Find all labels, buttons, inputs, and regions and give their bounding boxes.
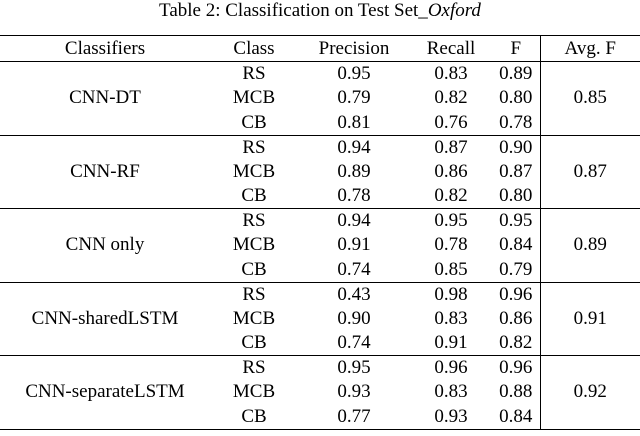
f-cell: 0.80 xyxy=(492,184,541,209)
class-cell: RS xyxy=(242,136,266,158)
f-cell: 0.80 xyxy=(492,86,541,111)
classification-results-table: Classifiers Class Precision Recall F Avg… xyxy=(0,35,640,430)
class-cell: CB xyxy=(210,110,298,136)
table-row: CNN-sharedLSTM RS 0.43 0.98 0.96 0.91 xyxy=(0,282,640,356)
table-row: CNN only RS 0.94 0.95 0.95 0.89 xyxy=(0,208,640,283)
header-class: Class xyxy=(210,35,298,62)
table-row: CB 0.81 0.76 0.78 xyxy=(0,110,640,136)
f-cell: 0.96 xyxy=(492,282,541,307)
class-cell: RS xyxy=(242,283,266,305)
class-cell: CB xyxy=(210,257,298,283)
f-cell: 0.78 xyxy=(492,110,541,136)
class-cell: CB xyxy=(210,404,298,430)
classifier-name: CNN-DT xyxy=(0,61,210,136)
recall-cell: 0.96 xyxy=(434,357,468,378)
classifier-name: CNN-RF xyxy=(0,135,210,209)
avg-f-cell: 0.87 xyxy=(540,135,640,209)
f-cell: 0.86 xyxy=(492,306,541,331)
table-row: CB 0.78 0.82 0.80 xyxy=(0,184,640,209)
table-row: CNN-RF RS 0.94 0.87 0.90 0.87 xyxy=(0,135,640,209)
precision-cell: 0.81 xyxy=(298,110,410,136)
table-row: CNN-separateLSTM RS 0.95 0.96 0.96 0.92 xyxy=(0,355,640,430)
table-row: MCB 0.89 0.86 0.87 xyxy=(0,159,640,184)
recall-cell: 0.78 xyxy=(434,234,468,256)
f-cell: 0.84 xyxy=(492,404,541,430)
table-body: CNN-DT RS 0.95 0.83 0.89 0.85 MCB 0.79 0… xyxy=(0,61,640,430)
f-cell: 0.82 xyxy=(492,331,541,356)
table-row: MCB 0.93 0.83 0.88 xyxy=(0,380,640,405)
f-cell: 0.84 xyxy=(492,233,541,258)
classifier-name: CNN-separateLSTM xyxy=(0,355,210,430)
f-cell: 0.88 xyxy=(492,380,541,405)
precision-cell: 0.89 xyxy=(337,160,371,182)
header-f: F xyxy=(492,35,541,62)
class-cell: MCB xyxy=(232,381,276,403)
avg-f-cell: 0.91 xyxy=(540,282,640,356)
precision-cell: 0.94 xyxy=(337,136,371,158)
recall-cell: 0.83 xyxy=(434,307,468,329)
avg-f-cell: 0.85 xyxy=(540,61,640,136)
precision-cell: 0.91 xyxy=(337,234,371,256)
precision-cell: 0.95 xyxy=(337,357,371,378)
f-cell: 0.89 xyxy=(492,61,541,86)
precision-cell: 0.77 xyxy=(298,404,410,430)
recall-cell: 0.82 xyxy=(410,184,492,209)
table-row: MCB 0.91 0.78 0.84 xyxy=(0,233,640,258)
header-precision: Precision xyxy=(298,35,410,62)
recall-cell: 0.87 xyxy=(434,136,468,158)
class-cell: MCB xyxy=(232,87,276,109)
table-row: MCB 0.79 0.82 0.80 xyxy=(0,86,640,111)
class-cell: RS xyxy=(242,210,266,231)
table-header: Classifiers Class Precision Recall F Avg… xyxy=(0,35,640,62)
class-cell: CB xyxy=(210,184,298,209)
header-avg-f: Avg. F xyxy=(540,35,640,62)
table-row: CB 0.77 0.93 0.84 xyxy=(0,404,640,430)
precision-cell: 0.78 xyxy=(298,184,410,209)
recall-cell: 0.82 xyxy=(434,87,468,109)
recall-cell: 0.95 xyxy=(434,210,468,231)
table-row: MCB 0.90 0.83 0.86 xyxy=(0,306,640,331)
precision-cell: 0.94 xyxy=(337,210,371,231)
recall-cell: 0.98 xyxy=(434,283,468,305)
recall-cell: 0.86 xyxy=(434,160,468,182)
precision-cell: 0.43 xyxy=(337,283,371,305)
class-cell: RS xyxy=(242,63,266,84)
table-caption: Table 2: Classification on Test Set_Oxfo… xyxy=(0,0,640,34)
recall-cell: 0.76 xyxy=(410,110,492,136)
class-cell: MCB xyxy=(232,160,276,182)
recall-cell: 0.91 xyxy=(410,331,492,356)
precision-cell: 0.95 xyxy=(337,63,371,84)
precision-cell: 0.79 xyxy=(337,87,371,109)
header-classifiers: Classifiers xyxy=(0,35,210,62)
classifier-name: CNN only xyxy=(0,208,210,283)
table-row: CNN-DT RS 0.95 0.83 0.89 0.85 xyxy=(0,61,640,136)
recall-cell: 0.83 xyxy=(434,63,468,84)
class-cell: CB xyxy=(210,331,298,356)
precision-cell: 0.93 xyxy=(337,381,371,403)
avg-f-cell: 0.89 xyxy=(540,208,640,283)
precision-cell: 0.90 xyxy=(337,307,371,329)
f-cell: 0.87 xyxy=(492,159,541,184)
precision-cell: 0.74 xyxy=(298,331,410,356)
precision-cell: 0.74 xyxy=(298,257,410,283)
table-row: CB 0.74 0.85 0.79 xyxy=(0,257,640,283)
f-cell: 0.79 xyxy=(492,257,541,283)
avg-f-cell: 0.92 xyxy=(540,355,640,430)
f-cell: 0.90 xyxy=(492,135,541,160)
class-cell: MCB xyxy=(232,307,276,329)
class-cell: RS xyxy=(242,357,266,378)
caption-dataset-name: Oxford xyxy=(427,0,481,21)
header-recall: Recall xyxy=(410,35,492,62)
class-cell: MCB xyxy=(232,234,276,256)
header-row: Classifiers Class Precision Recall F Avg… xyxy=(0,35,640,62)
f-cell: 0.96 xyxy=(492,355,541,380)
recall-cell: 0.85 xyxy=(410,257,492,283)
f-cell: 0.95 xyxy=(492,208,541,233)
table-row: CB 0.74 0.91 0.82 xyxy=(0,331,640,356)
recall-cell: 0.93 xyxy=(410,404,492,430)
recall-cell: 0.83 xyxy=(434,381,468,403)
caption-prefix: Table 2: Classification on Test Set_ xyxy=(159,0,428,21)
classifier-name: CNN-sharedLSTM xyxy=(0,282,210,356)
